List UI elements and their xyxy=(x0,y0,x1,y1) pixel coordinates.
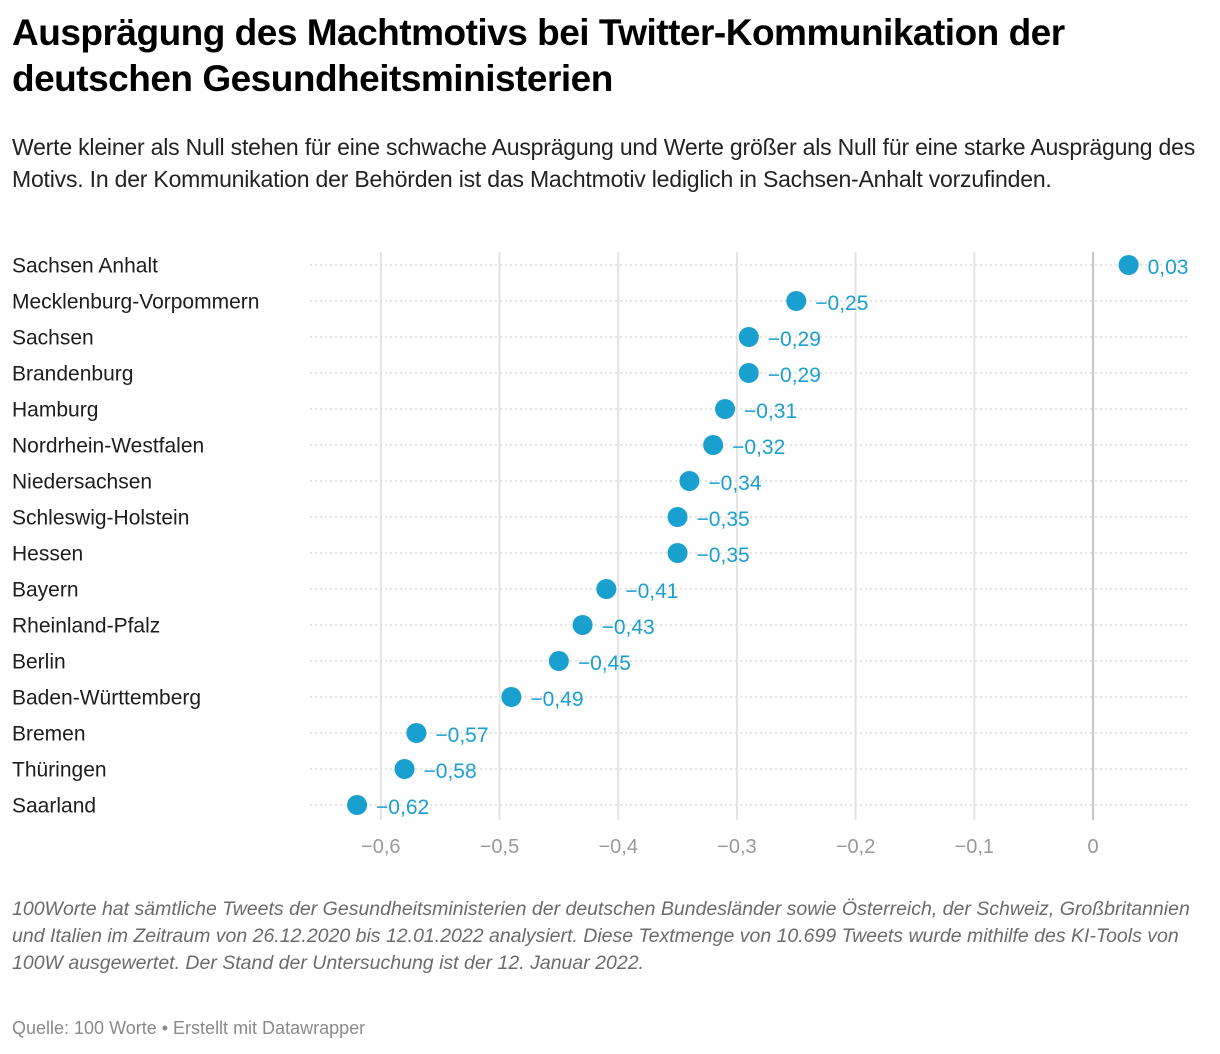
row-label: Mecklenburg-Vorpommern xyxy=(12,291,259,314)
data-label: −0,31 xyxy=(744,400,797,423)
x-tick-label: −0,2 xyxy=(836,836,875,858)
data-point xyxy=(501,687,522,707)
data-label: −0,29 xyxy=(768,328,821,351)
data-point xyxy=(406,723,427,743)
data-point xyxy=(572,615,593,635)
data-point xyxy=(1118,255,1139,275)
data-points xyxy=(347,255,1139,815)
row-label: Rheinland-Pfalz xyxy=(12,615,160,638)
data-label: −0,58 xyxy=(424,760,477,783)
row-label: Baden-Württemberg xyxy=(12,687,201,710)
data-label: −0,62 xyxy=(376,796,429,819)
data-point xyxy=(394,759,415,779)
data-label: −0,45 xyxy=(578,652,631,675)
data-label: −0,41 xyxy=(625,580,678,603)
data-label: 0,03 xyxy=(1148,256,1189,279)
data-label: −0,34 xyxy=(708,472,761,495)
chart-notes: 100Worte hat sämtliche Tweets der Gesund… xyxy=(12,898,1190,974)
x-tick-label: −0,6 xyxy=(361,836,400,858)
x-tick-label: −0,4 xyxy=(598,836,637,858)
row-label: Berlin xyxy=(12,651,66,674)
row-label: Sachsen xyxy=(12,327,94,350)
data-point xyxy=(738,363,759,383)
data-point xyxy=(667,507,688,527)
data-point xyxy=(667,543,688,563)
data-point xyxy=(786,291,807,311)
row-label: Hamburg xyxy=(12,399,98,422)
data-label: −0,57 xyxy=(435,724,488,747)
data-point xyxy=(347,795,368,815)
data-label: −0,49 xyxy=(530,688,583,711)
data-point xyxy=(703,435,724,455)
x-tick-label: 0 xyxy=(1087,836,1098,858)
row-label: Nordrhein-Westfalen xyxy=(12,435,204,458)
data-label: −0,43 xyxy=(602,616,655,639)
row-label: Brandenburg xyxy=(12,363,133,386)
row-label: Bremen xyxy=(12,723,86,746)
x-tick-label: −0,5 xyxy=(480,836,519,858)
data-point xyxy=(715,399,736,419)
x-axis-tick-labels: −0,6 −0,5 −0,4 −0,3 −0,2 −0,1 0 xyxy=(361,836,1099,858)
row-label: Thüringen xyxy=(12,759,107,782)
row-label: Schleswig-Holstein xyxy=(12,507,189,530)
value-labels: 0,03−0,25−0,29−0,29−0,31−0,32−0,34−0,35−… xyxy=(376,256,1188,819)
row-label: Hessen xyxy=(12,543,83,566)
chart-title: Ausprägung des Machtmotivs bei Twitter-K… xyxy=(12,12,1065,99)
row-guidelines xyxy=(310,264,1188,806)
x-tick-label: −0,1 xyxy=(955,836,994,858)
data-label: −0,32 xyxy=(732,436,785,459)
data-label: −0,35 xyxy=(697,508,750,531)
data-label: −0,35 xyxy=(697,544,750,567)
row-label: Bayern xyxy=(12,579,79,602)
x-gridlines xyxy=(379,252,1094,820)
data-label: −0,25 xyxy=(815,292,868,315)
data-point xyxy=(596,579,617,599)
dot-plot-chart: Sachsen Anhalt Mecklenburg-Vorpommern Sach… xyxy=(12,252,1188,858)
data-label: −0,29 xyxy=(768,364,821,387)
row-label: Sachsen Anhalt xyxy=(12,255,158,278)
row-label: Niedersachsen xyxy=(12,471,152,494)
data-point xyxy=(548,651,569,671)
x-tick-label: −0,3 xyxy=(717,836,756,858)
data-point xyxy=(679,471,700,491)
row-labels: Sachsen Anhalt Mecklenburg-Vorpommern Sach… xyxy=(12,255,259,818)
row-label: Saarland xyxy=(12,795,96,818)
source-credit: Quelle: 100 Worte • Erstellt mit Datawra… xyxy=(12,1018,366,1038)
chart-subtitle: Werte kleiner als Null stehen für eine s… xyxy=(12,134,1196,192)
data-point xyxy=(738,327,759,347)
